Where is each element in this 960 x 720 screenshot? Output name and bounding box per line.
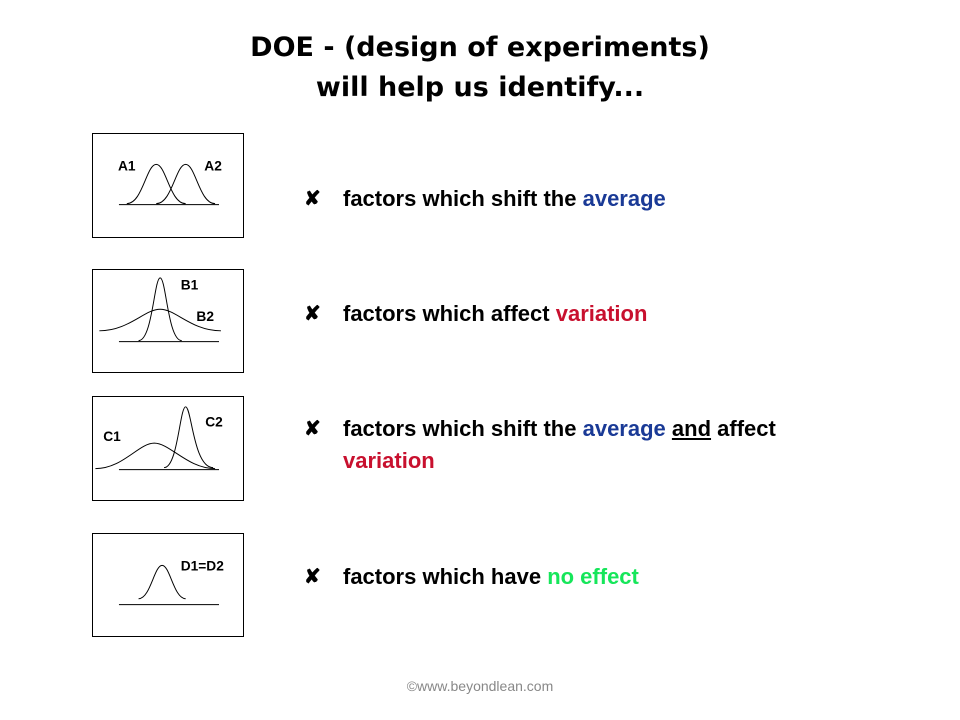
label-c2: C2 bbox=[205, 414, 223, 429]
curve-c1 bbox=[95, 442, 216, 470]
underlined-and: and bbox=[671, 416, 712, 441]
bullet-text: factors which shift the bbox=[343, 186, 583, 211]
bullet-text-suffix: affect bbox=[711, 416, 776, 441]
check-mark-icon: ✘ bbox=[304, 303, 321, 325]
bullet-text: factors which affect bbox=[343, 301, 556, 326]
highlight-no-effect: no effect bbox=[547, 564, 639, 589]
label-a1: A1 bbox=[118, 158, 136, 173]
highlight-average: average bbox=[582, 416, 666, 441]
label-d1-d2: D1=D2 bbox=[181, 558, 224, 573]
title-line-2: will help us identify... bbox=[315, 72, 645, 103]
label-a2: A2 bbox=[204, 158, 222, 173]
slide-title: DOE - (design of experiments) will help … bbox=[0, 28, 960, 108]
copyright-footer: ©www.beyondlean.com bbox=[406, 678, 554, 694]
distribution-diagram-c: C1 C2 bbox=[95, 406, 223, 471]
curve-a2 bbox=[156, 163, 216, 205]
label-b1: B1 bbox=[181, 278, 199, 293]
check-mark-icon: ✘ bbox=[304, 418, 321, 440]
curve-b2 bbox=[99, 308, 221, 332]
highlight-variation: variation bbox=[343, 448, 435, 473]
title-line-1: DOE - (design of experiments) bbox=[250, 32, 710, 63]
diagram-box-d: D1=D2 bbox=[92, 533, 244, 637]
label-b2: B2 bbox=[196, 309, 214, 324]
diagram-box-c: C1 C2 bbox=[92, 396, 244, 501]
distribution-diagram-b: B1 B2 bbox=[99, 277, 221, 343]
highlight-average: average bbox=[582, 186, 666, 211]
curve-d1-d2 bbox=[138, 564, 186, 600]
curve-b1 bbox=[138, 277, 182, 342]
bullet-text: factors which have bbox=[343, 564, 548, 589]
check-mark-icon: ✘ bbox=[304, 188, 321, 210]
check-mark-icon: ✘ bbox=[304, 566, 321, 588]
highlight-variation: variation bbox=[555, 301, 648, 326]
distribution-diagram-d: D1=D2 bbox=[118, 558, 224, 606]
bullet-text: factors which shift the bbox=[343, 416, 583, 441]
diagram-box-b: B1 B2 bbox=[92, 269, 244, 373]
curve-a1 bbox=[126, 163, 186, 205]
curve-c2 bbox=[163, 406, 214, 469]
label-c1: C1 bbox=[103, 429, 121, 444]
distribution-diagram-a: A1 A2 bbox=[118, 158, 222, 206]
diagram-box-a: A1 A2 bbox=[92, 133, 244, 238]
